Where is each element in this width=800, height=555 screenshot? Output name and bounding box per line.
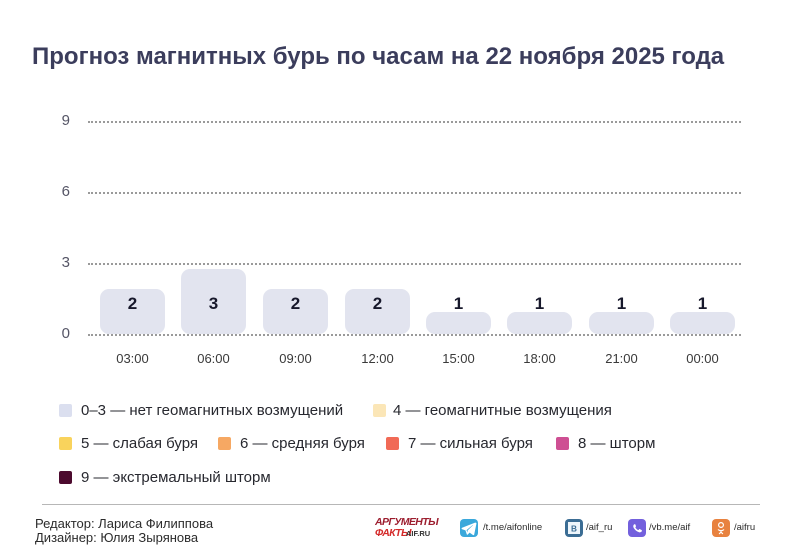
- svg-text:AIF.RU: AIF.RU: [406, 529, 430, 538]
- svg-text:B: B: [571, 524, 577, 533]
